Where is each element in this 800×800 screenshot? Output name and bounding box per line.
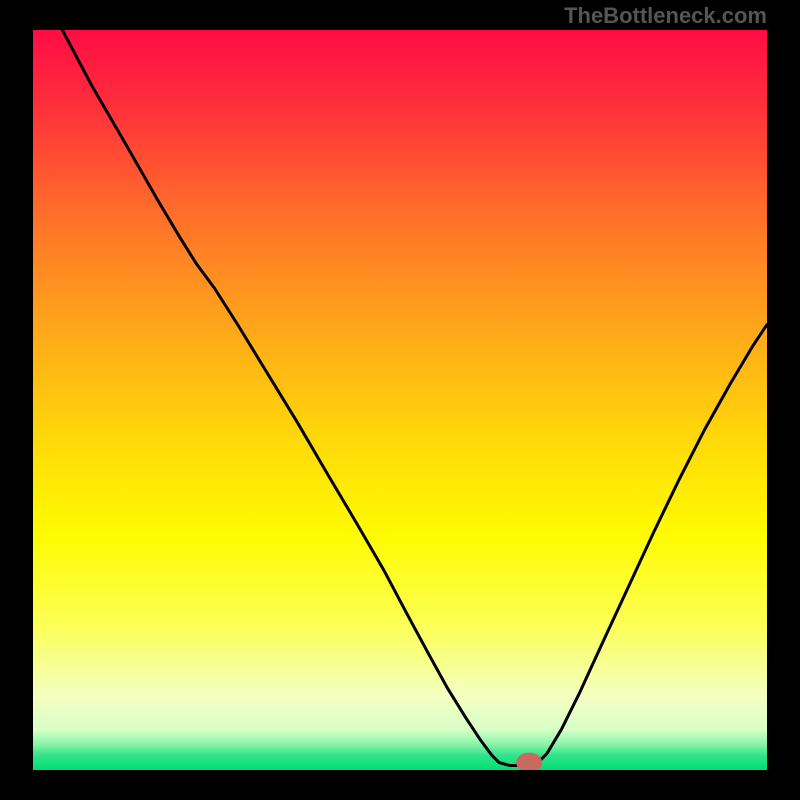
watermark-text: TheBottleneck.com (564, 3, 767, 29)
bottleneck-curve (33, 30, 767, 770)
chart-container: TheBottleneck.com (0, 0, 800, 800)
minimum-marker (516, 753, 542, 770)
plot-area (33, 30, 767, 770)
